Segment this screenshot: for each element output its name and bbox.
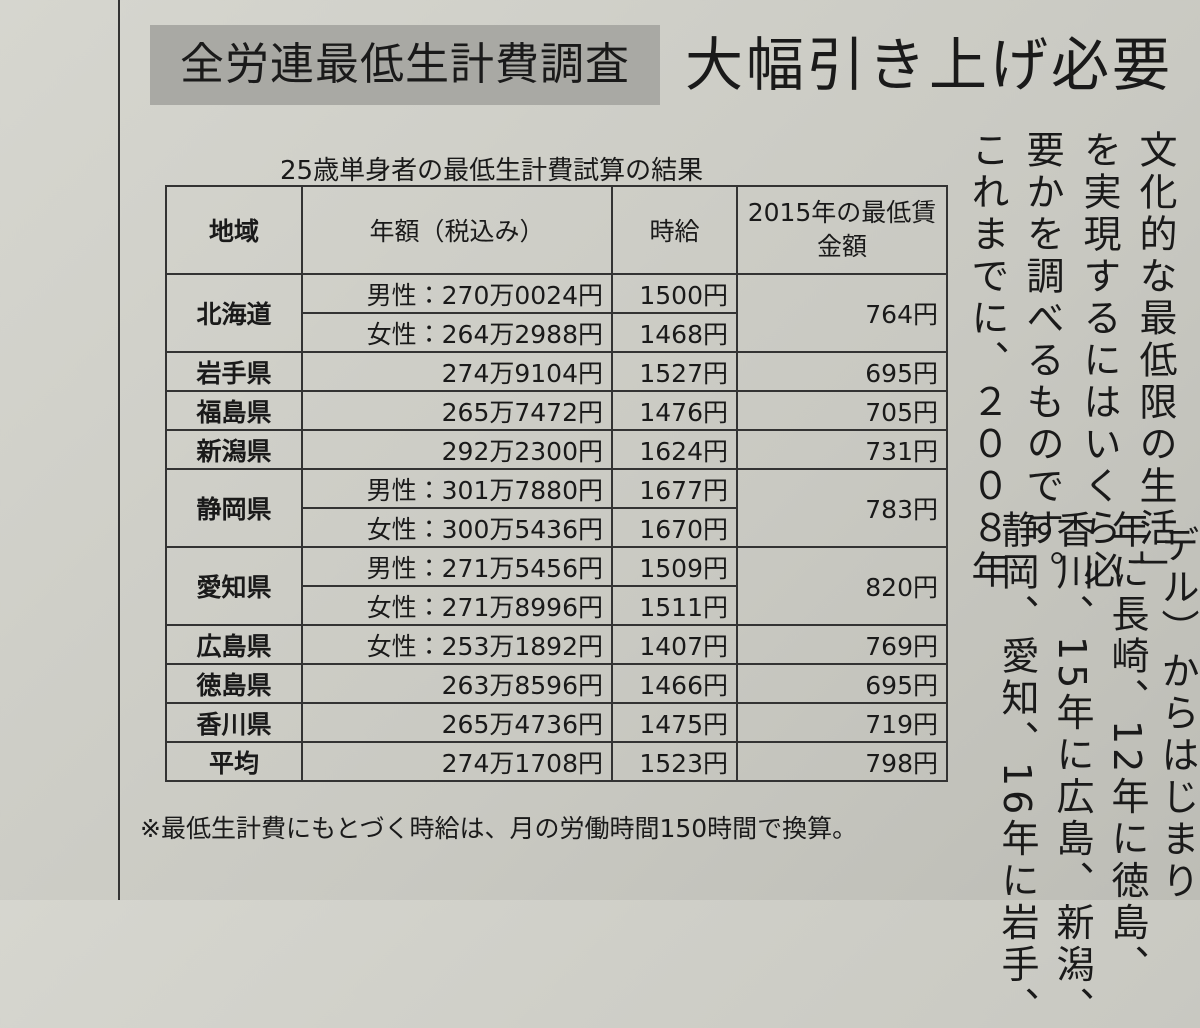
annual-cell: 274万9104円 <box>301 351 613 392</box>
footnote: ※最低生計費にもとづく時給は、月の労働時間150時間で換算。 <box>140 814 858 843</box>
table-row: 徳島県 263万8596円 1466円 695円 <box>165 663 948 704</box>
table-row: 北海道 男性：270万0024円 1500円 764円 <box>165 273 948 353</box>
region-cell: 徳島県 <box>165 663 303 704</box>
column-header: 年額（税込み） <box>301 185 613 275</box>
column-header: 2015年の最低賃金額 <box>736 185 948 275</box>
table-row: 広島県 女性：253万1892円 1407円 769円 <box>165 624 948 665</box>
minimum-wage-cell: 705円 <box>736 390 948 431</box>
table-row: 平均 274万1708円 1523円 798円 <box>165 741 948 782</box>
annual-cell: 274万1708円 <box>301 741 613 782</box>
article-text: 静岡、愛知、16年に岩手、 <box>995 510 1039 1028</box>
hourly-cell: 1475円 <box>611 702 738 743</box>
hourly-cell: 1476円 <box>611 390 738 431</box>
annual-cell: 男性：271万5456円 <box>301 546 613 587</box>
table-row: 新潟県 292万2300円 1624円 731円 <box>165 429 948 470</box>
article-text: これまでに、２００８年 <box>965 130 1009 592</box>
article-text: 要かを調べるものです。 <box>1020 130 1064 592</box>
minimum-wage-cell: 731円 <box>736 429 948 470</box>
hourly-cell: 1677円 <box>611 468 738 509</box>
minimum-wage-cell: 695円 <box>736 351 948 392</box>
hourly-cell: 1511円 <box>611 585 738 626</box>
annual-cell: 263万8596円 <box>301 663 613 704</box>
table: 地域 年額（税込み） 時給 2015年の最低賃金額 北海道 男性：270万0024… <box>165 185 948 782</box>
annual-cell: 女性：264万2988円 <box>301 312 613 353</box>
annual-cell: 292万2300円 <box>301 429 613 470</box>
region-cell: 福島県 <box>165 390 303 431</box>
annual-cell: 265万7472円 <box>301 390 613 431</box>
minimum-wage-cell: 798円 <box>736 741 948 782</box>
column-header: 時給 <box>611 185 738 275</box>
article-text: 文化的な最低限の生活」 <box>1133 130 1177 592</box>
hourly-cell: 1468円 <box>611 312 738 353</box>
article-text: 香川、15年に広島、新潟、 <box>1050 510 1094 1028</box>
hourly-cell: 1527円 <box>611 351 738 392</box>
hourly-cell: 1670円 <box>611 507 738 548</box>
table-row: 女性：300万5436円 1670円 <box>166 507 947 548</box>
minimum-wage-cell: 820円 <box>736 546 948 626</box>
annual-cell: 女性：300万5436円 <box>301 507 613 548</box>
table-caption: 25歳単身者の最低生計費試算の結果 <box>280 156 704 186</box>
table-row: 岩手県 274万9104円 1527円 695円 <box>165 351 948 392</box>
annual-cell: 女性：253万1892円 <box>301 624 613 665</box>
column-rule <box>118 0 120 900</box>
article-text: を実現するにはいくら必 <box>1077 130 1121 592</box>
table-row: 女性：264万2988円 1468円 <box>166 312 947 353</box>
headline: 大幅引き上げ必要 <box>685 31 1174 99</box>
annual-cell: 男性：301万7880円 <box>301 468 613 509</box>
annual-cell: 265万4736円 <box>301 702 613 743</box>
region-cell: 新潟県 <box>165 429 303 470</box>
region-cell: 北海道 <box>165 273 303 353</box>
hourly-cell: 1466円 <box>611 663 738 704</box>
annual-cell: 女性：271万8996円 <box>301 585 613 626</box>
region-cell: 香川県 <box>165 702 303 743</box>
minimum-wage-cell: 764円 <box>736 273 948 353</box>
hourly-cell: 1509円 <box>611 546 738 587</box>
minimum-wage-cell: 695円 <box>736 663 948 704</box>
hourly-cell: 1407円 <box>611 624 738 665</box>
column-header: 地域 <box>165 185 303 275</box>
region-cell: 岩手県 <box>165 351 303 392</box>
article-text: 年に長崎、12年に徳島、 <box>1105 510 1149 987</box>
minimum-wage-cell: 719円 <box>736 702 948 743</box>
header-row: 地域 年額（税込み） 時給 2015年の最低賃金額 <box>165 185 948 275</box>
minimum-wage-cell: 769円 <box>736 624 948 665</box>
table-row: 香川県 265万4736円 1475円 719円 <box>165 702 948 743</box>
table-row: 愛知県 男性：271万5456円 1509円 820円 <box>165 546 948 626</box>
hourly-cell: 1500円 <box>611 273 738 314</box>
article-text: デル）からはじまり <box>1155 525 1199 903</box>
headline-label: 全労連最低生計費調査 <box>150 25 660 105</box>
minimum-wage-cell: 783円 <box>736 468 948 548</box>
table-row: 女性：271万8996円 1511円 <box>166 585 947 626</box>
table-body: 北海道 男性：270万0024円 1500円 764円 女性：264万2988円 1468… <box>165 273 948 782</box>
region-cell: 静岡県 <box>165 468 303 548</box>
hourly-cell: 1523円 <box>611 741 738 782</box>
region-cell: 愛知県 <box>165 546 303 626</box>
table-row: 静岡県 男性：301万7880円 1677円 783円 <box>165 468 948 548</box>
table-row: 福島県 265万7472円 1476円 705円 <box>165 390 948 431</box>
hourly-cell: 1624円 <box>611 429 738 470</box>
region-cell: 平均 <box>165 741 303 782</box>
annual-cell: 男性：270万0024円 <box>301 273 613 314</box>
region-cell: 広島県 <box>165 624 303 665</box>
